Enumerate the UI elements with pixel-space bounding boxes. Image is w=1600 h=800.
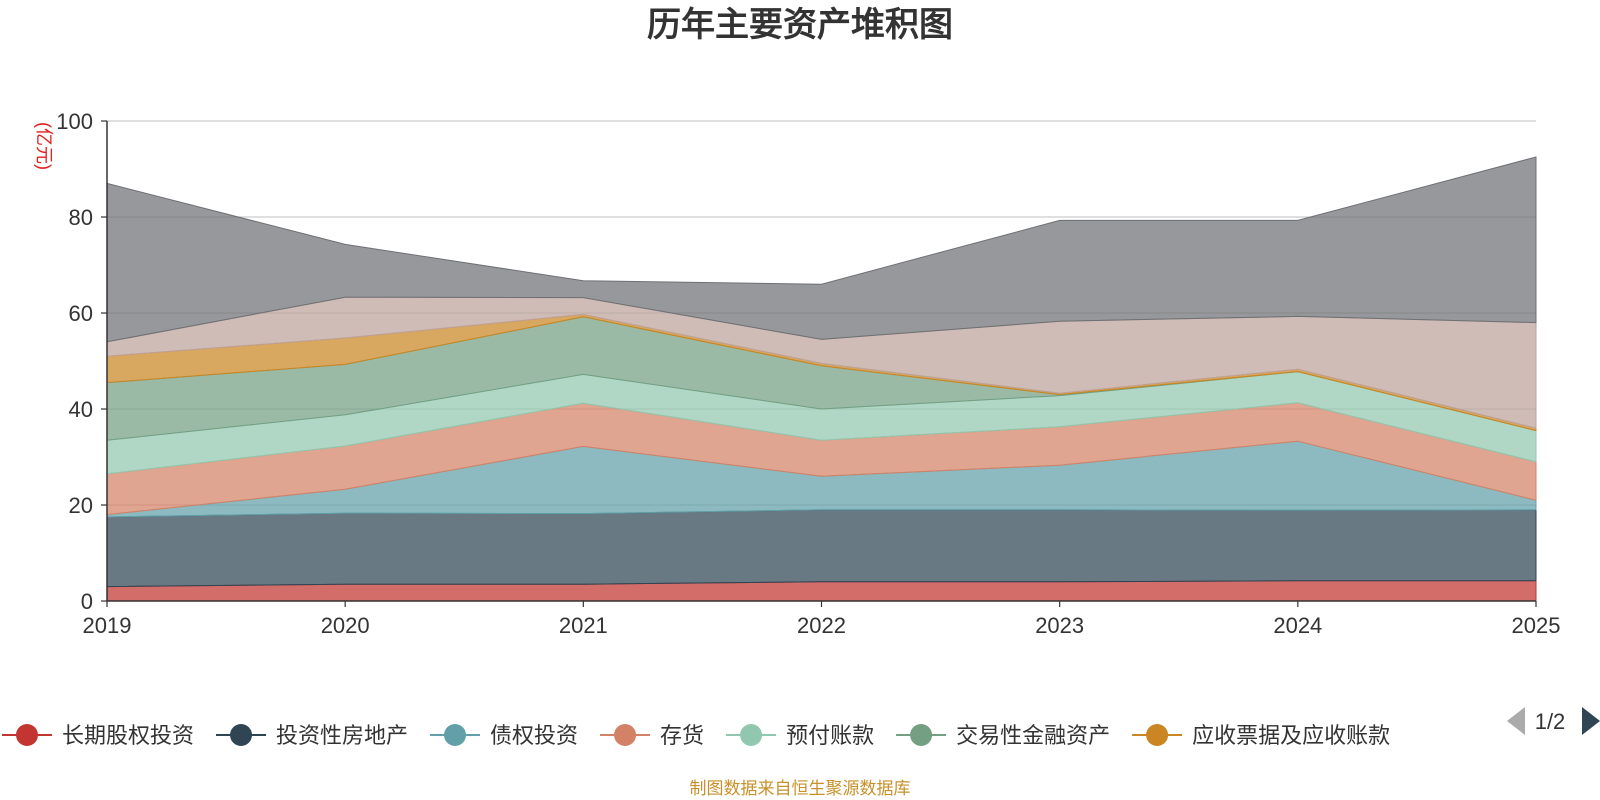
legend-marker-1	[230, 724, 253, 746]
x-tick-label-6: 2025	[1512, 613, 1561, 638]
area-series-1	[106, 509, 1537, 588]
legend-marker-5	[910, 724, 933, 746]
legend-marker-0	[16, 724, 38, 746]
legend-item-6[interactable]: 应收票据及应收账款	[1132, 723, 1390, 748]
y-axis-unit: (亿元)	[34, 122, 54, 170]
legend-label-3: 存货	[660, 723, 704, 748]
pager-label: 1/2	[1535, 709, 1566, 734]
legend-item-3[interactable]: 存货	[600, 723, 704, 748]
x-tick-label-0: 2019	[83, 613, 132, 638]
tick-labels: 0 20 40 60 80 100 2019 2020 2021 2022 2023 2024 2025	[56, 109, 1560, 638]
legend-marker-3	[614, 724, 637, 746]
y-tick-label-4: 80	[69, 205, 93, 230]
x-tick-label-3: 2022	[797, 613, 846, 638]
x-tick-label-5: 2024	[1273, 613, 1322, 638]
legend-label-0: 长期股权投资	[62, 723, 194, 748]
y-tick-label-2: 40	[69, 397, 93, 422]
y-tick-label-1: 20	[69, 493, 93, 518]
legend-label-1: 投资性房地产	[276, 723, 408, 748]
legend-marker-6	[1146, 724, 1169, 746]
legend-marker-2	[444, 724, 467, 746]
legend-item-4[interactable]: 预付账款	[726, 723, 874, 748]
legend-item-0[interactable]: 长期股权投资	[2, 723, 194, 748]
legend-pager: 1/2	[1507, 707, 1600, 735]
x-tick-label-2: 2021	[559, 613, 608, 638]
pager-prev-icon[interactable]	[1507, 707, 1525, 735]
data-source-note: 制图数据来自恒生聚源数据库	[690, 779, 911, 798]
legend-item-1[interactable]: 投资性房地产	[216, 723, 408, 748]
y-tick-label-0: 0	[81, 589, 93, 614]
legend-marker-4	[740, 724, 763, 746]
legend-label-4: 预付账款	[786, 723, 874, 748]
legend: 长期股权投资 投资性房地产 债权投资 存货 预付账款 交易性金融资产 应收票据及应收账款	[2, 723, 1390, 748]
axes	[101, 120, 1537, 607]
pager-next-icon[interactable]	[1582, 707, 1600, 735]
area-series	[106, 156, 1537, 602]
legend-label-6: 应收票据及应收账款	[1192, 723, 1390, 748]
legend-item-5[interactable]: 交易性金融资产	[896, 723, 1110, 748]
legend-label-2: 债权投资	[490, 723, 578, 748]
legend-item-2[interactable]: 债权投资	[430, 723, 578, 748]
y-tick-label-5: 100	[56, 109, 93, 134]
x-tick-label-1: 2020	[321, 613, 370, 638]
area-series-8	[106, 156, 1537, 343]
legend-label-5: 交易性金融资产	[956, 723, 1110, 748]
y-tick-label-3: 60	[69, 301, 93, 326]
chart-title: 历年主要资产堆积图	[647, 6, 953, 44]
x-tick-label-4: 2023	[1035, 613, 1084, 638]
